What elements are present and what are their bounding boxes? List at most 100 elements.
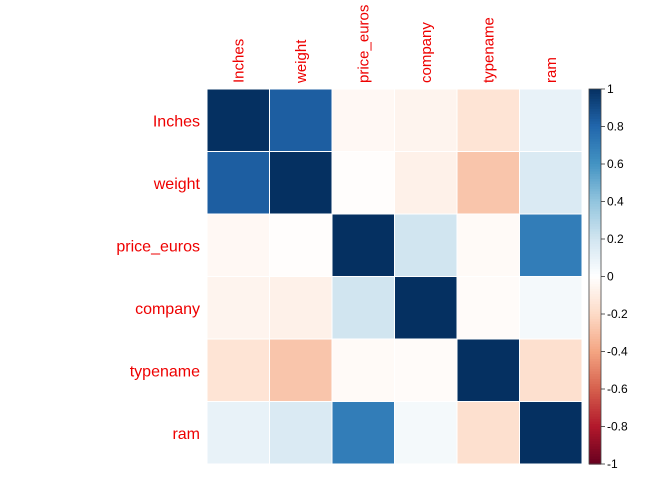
colorbar-segment [589,99,601,103]
colorbar-segment [589,136,601,140]
colorbar-segment [589,459,601,463]
colorbar-segment [589,91,601,95]
heatmap-cell [456,276,520,340]
heatmap-cell [394,338,458,402]
colorbar-segment [589,444,601,448]
heatmap-cell [269,88,333,152]
colorbar-segment [589,104,601,108]
heatmap-cell [331,276,395,340]
colorbar-segment [589,171,601,175]
heatmap-cell [331,401,395,465]
colorbar-segment [589,371,601,375]
colorbar-segment [589,229,601,233]
heatmap-cell [456,151,520,215]
colorbar-segment [589,346,601,350]
colorbar-segment [589,309,601,313]
colorbar-segment [589,334,601,338]
colorbar-segment [589,339,601,343]
colorbar-segment [589,256,601,260]
column-label: weight [293,39,310,84]
colorbar-tick-label: -0.2 [607,307,628,321]
colorbar-segment [589,401,601,405]
colorbar-segment [589,129,601,133]
colorbar-tick-label: 0.8 [607,120,624,134]
colorbar-segment [589,141,601,145]
colorbar-segment [589,306,601,310]
heatmap-cell [206,338,270,402]
colorbar-segment [589,191,601,195]
heatmap-cell [519,151,583,215]
heatmap-cell [394,213,458,277]
colorbar-segment [589,384,601,388]
colorbar-tick-label: -0.6 [607,382,628,396]
colorbar-segment [589,291,601,295]
colorbar-segment [589,354,601,358]
colorbar-segment [589,274,601,278]
colorbar-segment [589,316,601,320]
colorbar-segment [589,426,601,430]
colorbar-segment [589,106,601,110]
heatmap-cell [206,88,270,152]
colorbar-segment [589,181,601,185]
colorbar-segment [589,361,601,365]
colorbar-segment [589,369,601,373]
heatmap-cell [394,276,458,340]
row-label: weight [153,176,201,193]
colorbar-segment [589,209,601,213]
row-label: company [135,301,200,318]
colorbar-segment [589,461,601,465]
heatmap-cell [206,213,270,277]
colorbar-tick-label: -1 [607,457,618,471]
colorbar-segment [589,111,601,115]
colorbar-segment [589,286,601,290]
column-label: ram [543,57,560,83]
colorbar-tick-label: 0.4 [607,195,624,209]
colorbar-segment [589,336,601,340]
colorbar-segment [589,144,601,148]
colorbar-segment [589,154,601,158]
colorbar-segment [589,159,601,163]
colorbar: -1 -0.8 -0.6 -0.4 -0.2 0 0.2 0.4 0.6 0.8 1 [588,82,628,471]
colorbar-tick-label: 0.6 [607,157,624,171]
colorbar-segment [589,376,601,380]
colorbar-segment [589,186,601,190]
colorbar-segment [589,276,601,280]
colorbar-segment [589,146,601,150]
colorbar-segment [589,201,601,205]
colorbar-segment [589,216,601,220]
colorbar-segment [589,416,601,420]
colorbar-segment [589,149,601,153]
heatmap-cell [394,401,458,465]
colorbar-segment [589,116,601,120]
colorbar-segment [589,249,601,253]
colorbar-segment [589,179,601,183]
colorbar-segment [589,391,601,395]
colorbar-segment [589,289,601,293]
heatmap-cell [269,213,333,277]
colorbar-segment [589,356,601,360]
colorbar-segment [589,259,601,263]
colorbar-segment [589,314,601,318]
colorbar-segment [589,299,601,303]
colorbar-segment [589,344,601,348]
row-label: ram [172,426,200,443]
colorbar-segment [589,214,601,218]
colorbar-segment [589,246,601,250]
colorbar-segment [589,244,601,248]
row-label: price_euros [116,238,200,255]
colorbar-segment [589,431,601,435]
colorbar-segment [589,236,601,240]
colorbar-segment [589,421,601,425]
colorbar-segment [589,151,601,155]
colorbar-segment [589,396,601,400]
colorbar-segment [589,429,601,433]
colorbar-segment [589,254,601,258]
colorbar-segment [589,264,601,268]
colorbar-segment [589,381,601,385]
colorbar-segment [589,434,601,438]
colorbar-segment [589,419,601,423]
colorbar-segment [589,324,601,328]
colorbar-segment [589,341,601,345]
column-labels: Inches weight price_euros company typename ra… [230,5,560,84]
